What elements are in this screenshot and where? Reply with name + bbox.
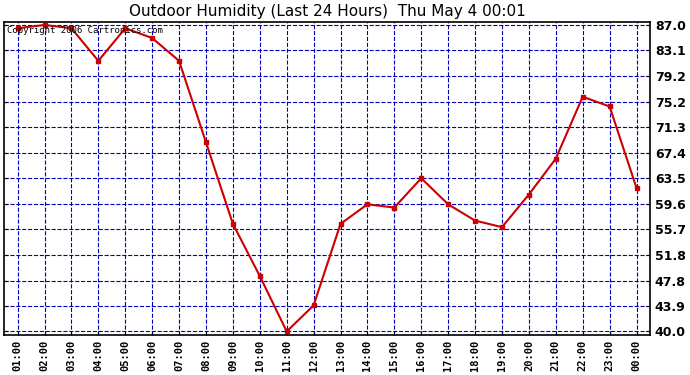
- Title: Outdoor Humidity (Last 24 Hours)  Thu May 4 00:01: Outdoor Humidity (Last 24 Hours) Thu May…: [129, 4, 526, 19]
- Text: Copyright 2006 Cartronics.com: Copyright 2006 Cartronics.com: [8, 26, 164, 35]
